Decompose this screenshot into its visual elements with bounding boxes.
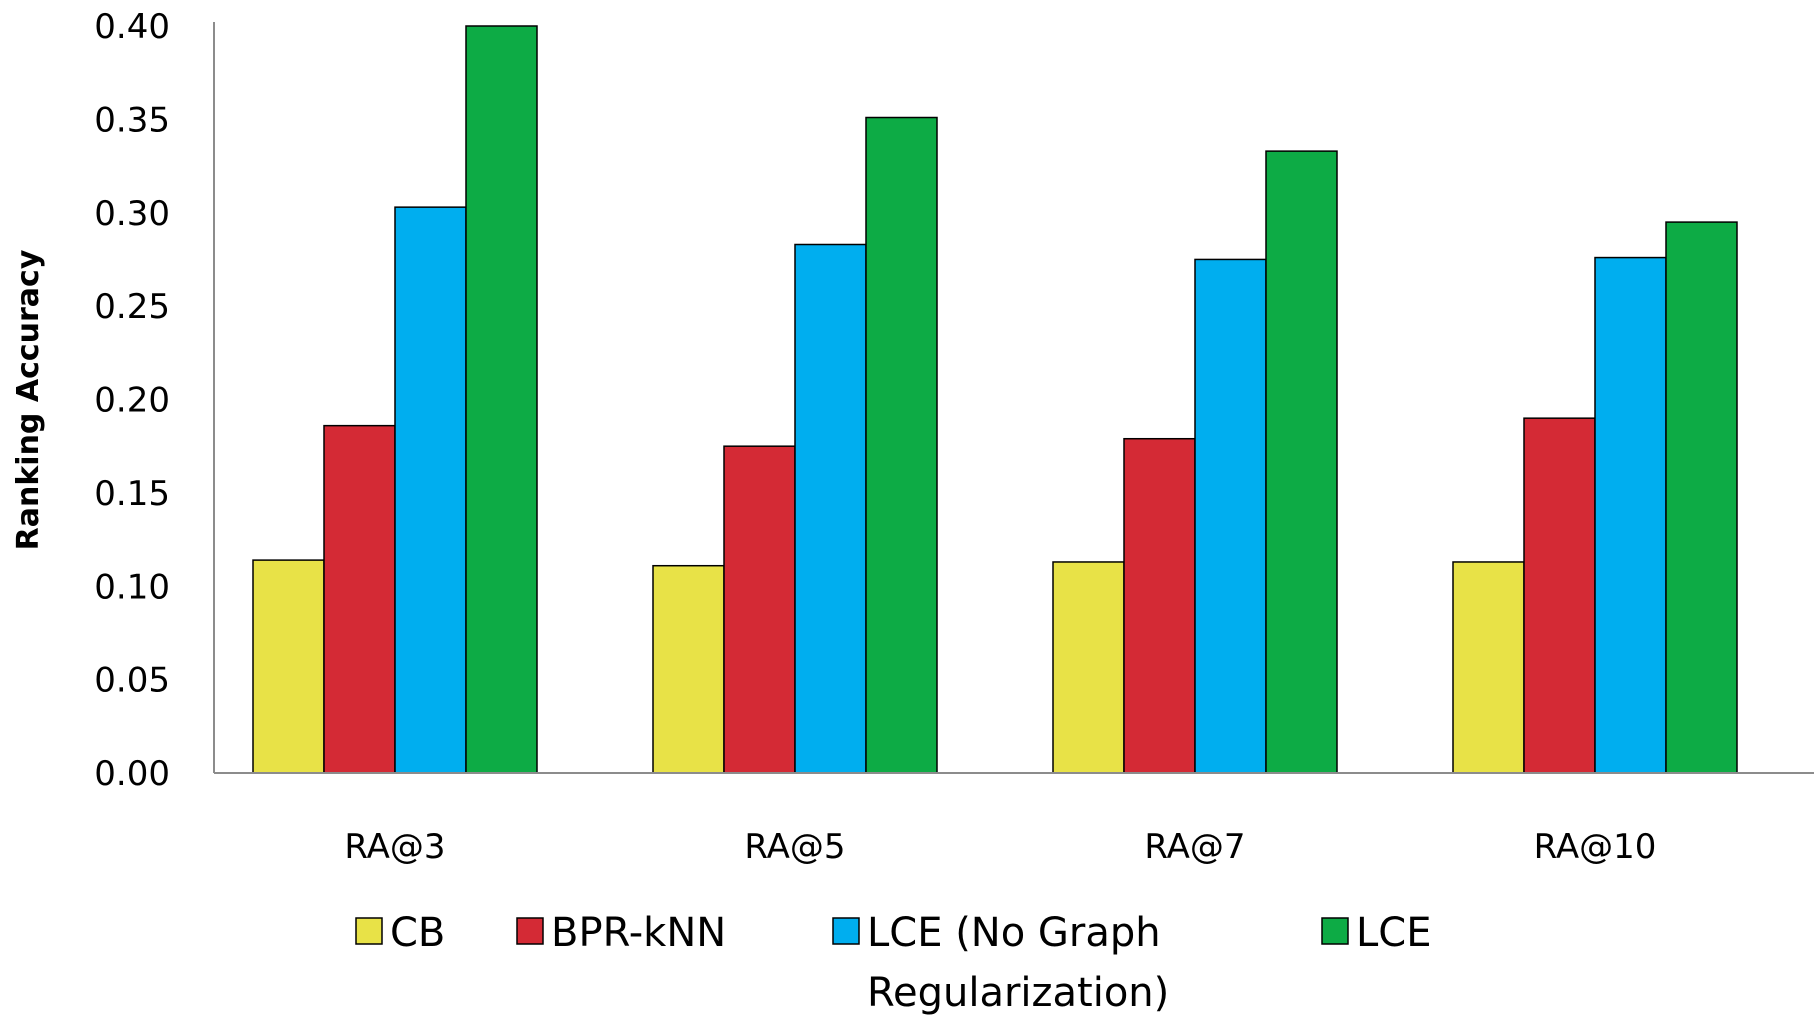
bar-bpr-knn-ra-10	[1523, 417, 1596, 774]
y-tick-label: 0.20	[94, 381, 170, 421]
legend-label: LCE	[1356, 910, 1432, 956]
bar-lce-no-graph-regularization-ra-10	[1594, 256, 1667, 774]
bar-bpr-knn-ra-7	[1123, 437, 1196, 774]
legend-label: Regularization)	[867, 970, 1169, 1015]
bar-cb-ra-5	[652, 564, 725, 774]
bar-lce-ra-3	[465, 25, 538, 774]
legend-swatch	[1321, 917, 1349, 945]
y-axis-title: Ranking Accuracy	[11, 249, 46, 550]
y-tick-label: 0.35	[94, 100, 170, 140]
legend-swatch	[832, 917, 860, 945]
x-category-label: RA@7	[1144, 827, 1245, 867]
bar-lce-no-graph-regularization-ra-5	[794, 243, 867, 774]
y-tick-label: 0.00	[94, 754, 170, 794]
legend-swatch	[355, 917, 383, 945]
axes	[213, 22, 1814, 774]
bar-lce-ra-7	[1265, 150, 1338, 774]
bars-group	[252, 25, 1738, 774]
y-tick-label: 0.15	[94, 474, 170, 514]
x-category-label: RA@5	[744, 827, 845, 867]
x-category-label: RA@10	[1534, 827, 1657, 867]
legend: CB BPR-kNN LCE (No Graph Regularization) LCE	[355, 910, 1432, 1016]
legend-label: CB	[390, 910, 445, 956]
bar-lce-ra-10	[1665, 221, 1738, 774]
y-tick-label: 0.30	[94, 194, 170, 234]
legend-label: LCE (No Graph	[867, 910, 1161, 956]
x-category-label: RA@3	[344, 827, 445, 867]
bar-bpr-knn-ra-3	[323, 424, 396, 774]
bar-cb-ra-7	[1052, 561, 1125, 774]
bar-bpr-knn-ra-5	[723, 445, 796, 774]
legend-swatch	[516, 917, 544, 945]
bar-lce-no-graph-regularization-ra-3	[394, 206, 467, 774]
y-tick-label: 0.40	[94, 7, 170, 47]
bar-cb-ra-3	[252, 559, 325, 774]
legend-label: BPR-kNN	[551, 910, 726, 956]
y-axis-ticks: 0.00 0.05 0.10 0.15 0.20 0.25 0.30 0.35 0.40	[94, 7, 170, 794]
bar-cb-ra-10	[1452, 561, 1525, 774]
x-axis-category-labels: RA@3 RA@5 RA@7 RA@10	[344, 827, 1656, 867]
y-tick-label: 0.10	[94, 567, 170, 607]
bar-lce-ra-5	[865, 116, 938, 774]
y-tick-label: 0.25	[94, 287, 170, 327]
y-tick-label: 0.05	[94, 661, 170, 701]
bar-lce-no-graph-regularization-ra-7	[1194, 258, 1267, 774]
